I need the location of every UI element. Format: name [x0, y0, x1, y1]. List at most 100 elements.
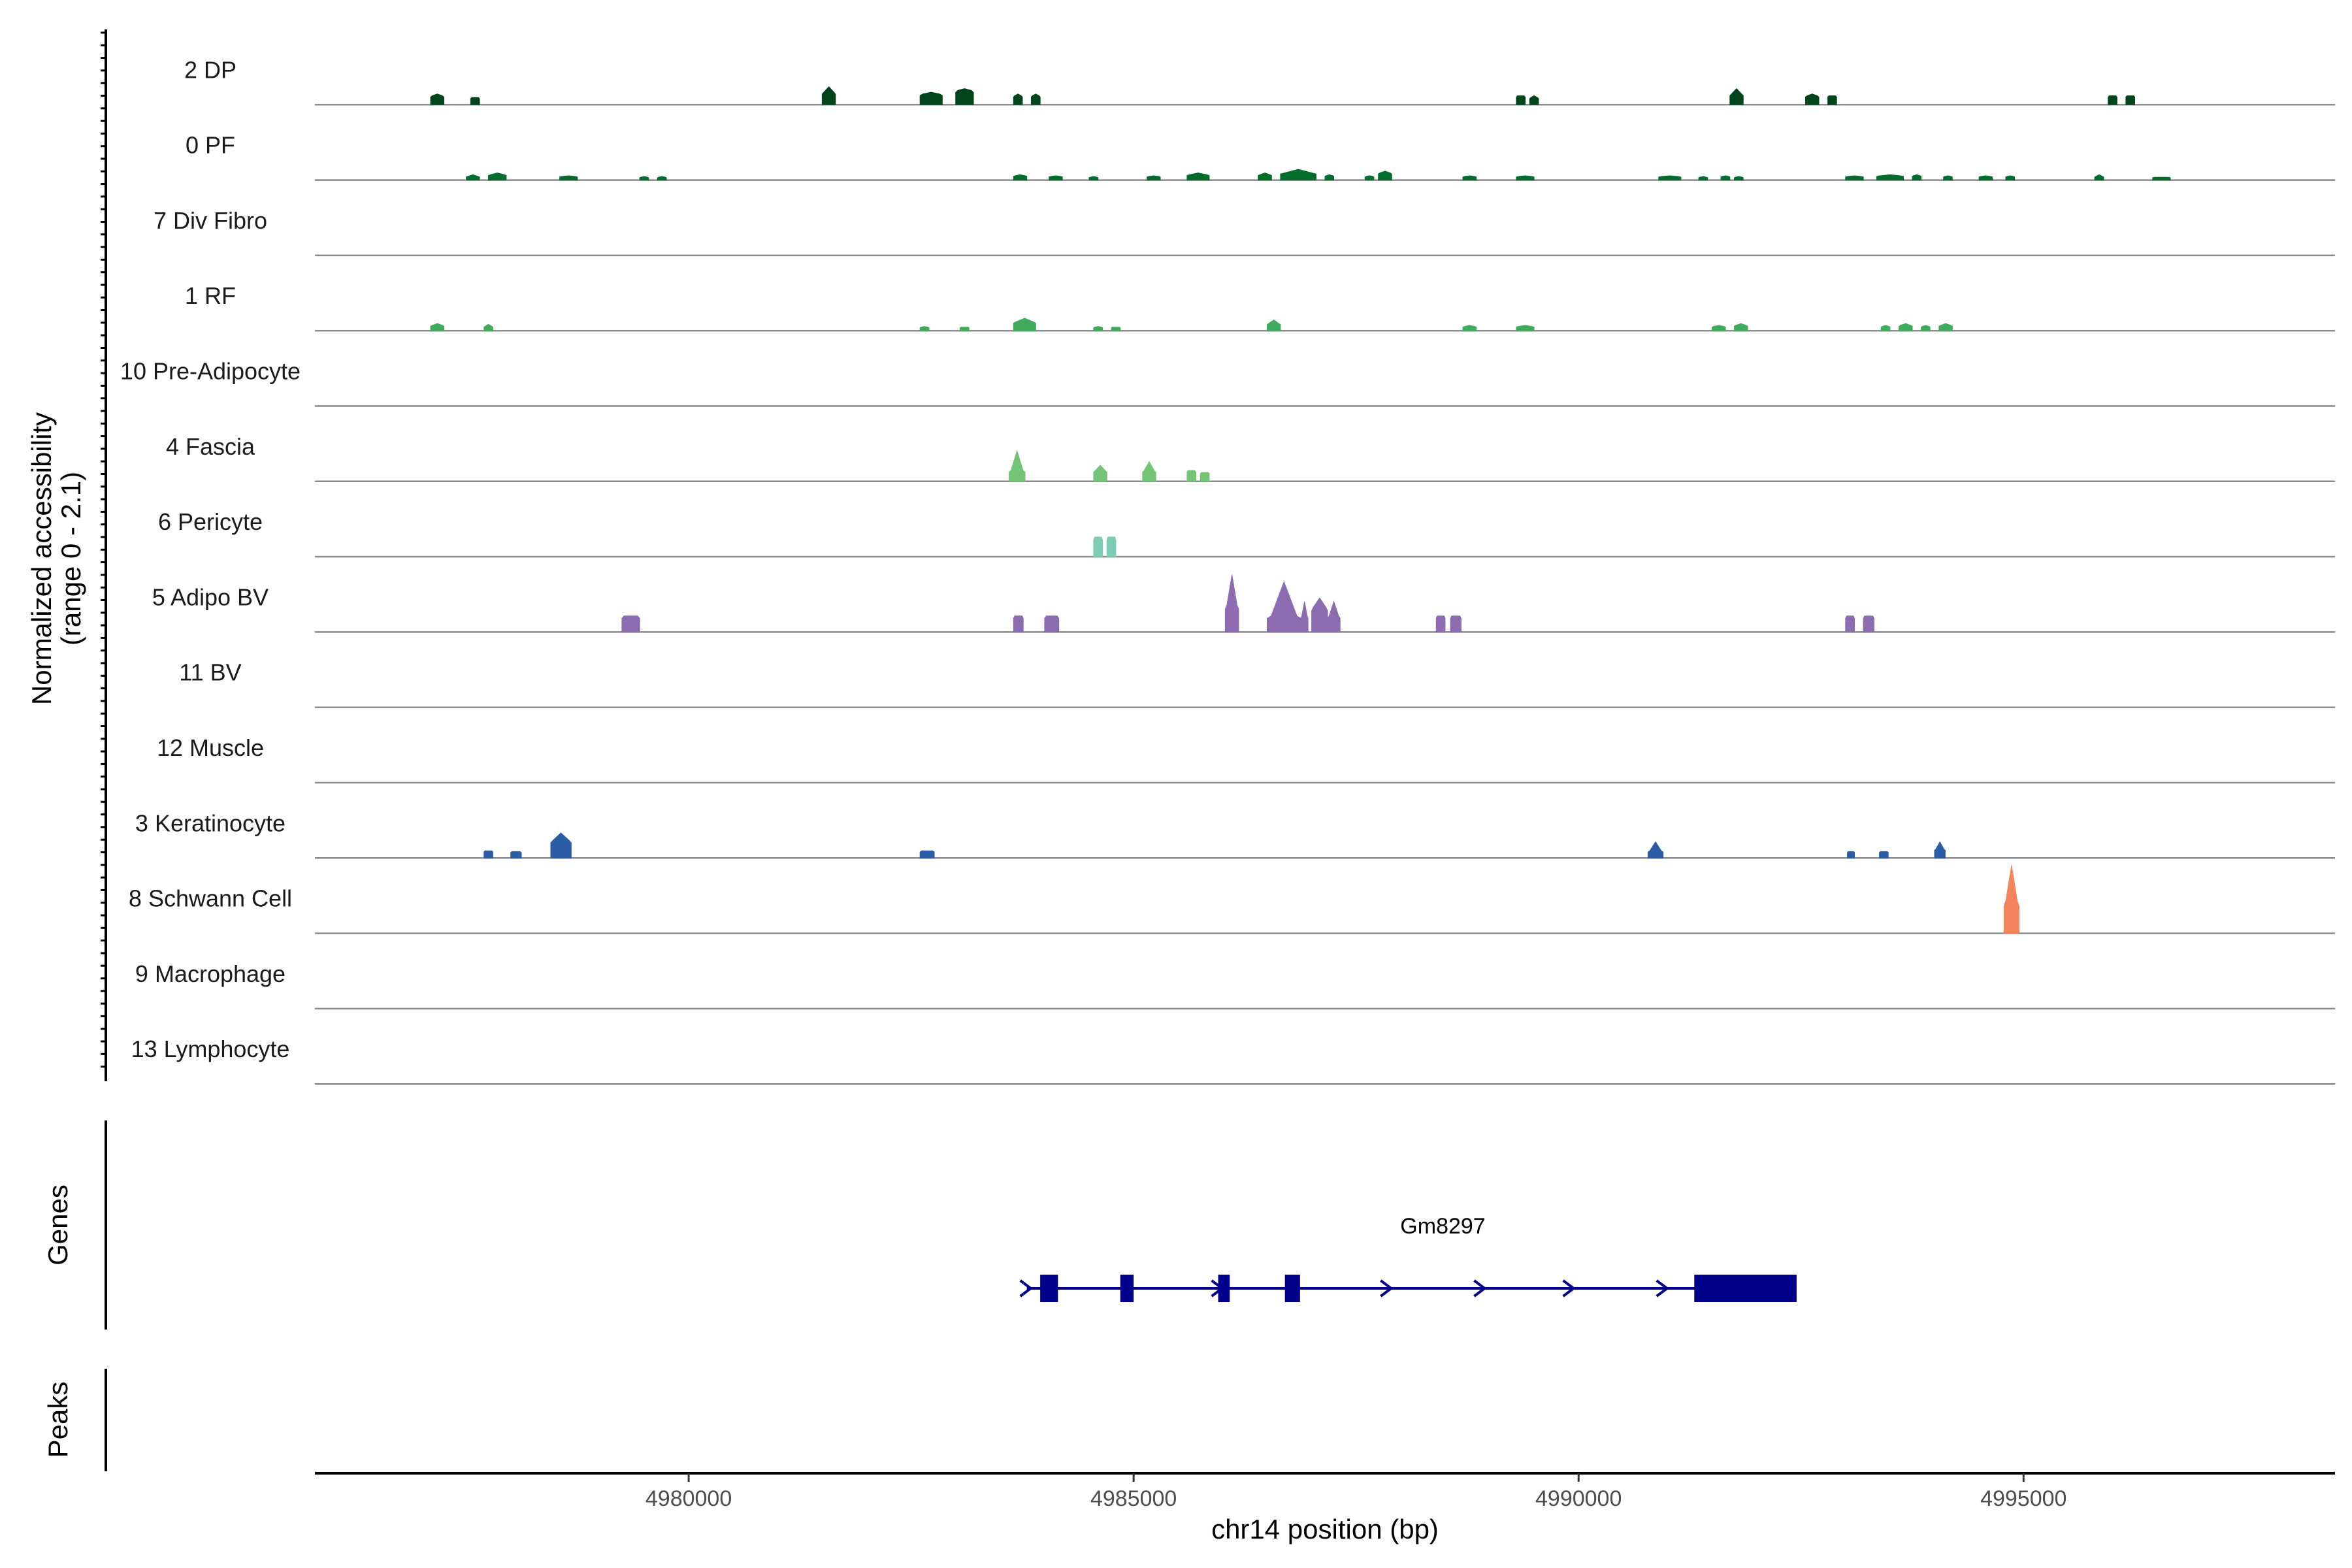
coverage-peak	[1013, 318, 1036, 331]
coverage-peak	[483, 850, 493, 858]
coverage-peak	[1845, 615, 1855, 632]
track-label: 0 PF	[186, 132, 235, 159]
coverage-peak	[1658, 175, 1682, 181]
x-tick-label: 4995000	[1980, 1486, 2066, 1511]
coverage-peak	[1734, 176, 1744, 181]
coverage-peak	[2125, 95, 2135, 105]
coverage-peak	[639, 176, 649, 181]
coverage-peak	[1093, 465, 1107, 482]
coverage-peak	[1805, 93, 1820, 105]
coverage-peak	[1863, 615, 1874, 632]
coverage-peak	[1720, 175, 1731, 181]
coverage-peak	[470, 97, 480, 105]
coverage-peak	[1516, 325, 1535, 331]
coverage-peak	[1734, 323, 1748, 331]
coverage-peak	[919, 850, 935, 858]
coverage-peak	[1943, 175, 1953, 181]
coverage-peak	[1324, 174, 1335, 181]
coverage-peak	[510, 851, 522, 858]
track-11: 3 Keratinocyte	[135, 809, 2335, 859]
coverage-peak	[960, 327, 970, 331]
coverage-peak	[1088, 176, 1099, 181]
track-label: 13 Lymphocyte	[131, 1036, 290, 1062]
coverage-peak	[1450, 615, 1462, 632]
peaks-panel-label: Peaks	[42, 1382, 73, 1458]
coverage-peak	[657, 176, 667, 181]
coverage-tracks: 2 DP 0 PF 7 Div Fibro 1 RF 10 Pre-Adipocyte 4…	[120, 56, 2335, 1085]
strand-arrow	[1473, 1279, 1487, 1298]
track-6: 4 Fascia	[166, 433, 2335, 483]
track-10: 12 Muscle	[157, 734, 2335, 784]
coverage-peak	[1267, 581, 1301, 632]
strand-arrow	[1019, 1279, 1034, 1298]
x-tick-label: 4985000	[1090, 1486, 1177, 1511]
coverage-peak	[1093, 536, 1103, 557]
coverage-peak	[919, 91, 943, 105]
coverage-peak	[466, 174, 480, 181]
coverage-peak	[1008, 449, 1026, 482]
track-13: 9 Macrophage	[135, 960, 2335, 1010]
coverage-peak	[1142, 461, 1156, 482]
genes-panel-label: Genes	[42, 1184, 73, 1266]
coverage-peak	[1111, 327, 1121, 331]
coverage-peak	[1845, 175, 1864, 181]
coverage-peak	[1938, 323, 1953, 331]
track-label: 12 Muscle	[157, 734, 264, 761]
coverage-peak	[1106, 536, 1117, 557]
coverage-peak	[1311, 597, 1328, 632]
coverage-peak	[621, 615, 640, 632]
coverage-peak	[2094, 174, 2104, 181]
track-2: 0 PF	[186, 132, 2335, 181]
strand-arrow	[1656, 1279, 1669, 1298]
coverage-peak	[1435, 615, 1446, 632]
coverage-peak	[1899, 323, 1913, 331]
coverage-peak	[1462, 325, 1477, 331]
strand-arrow	[1211, 1279, 1224, 1298]
track-label: 6 Pericyte	[158, 508, 263, 535]
x-axis-ticks: 4980000 4985000 4990000 4995000	[645, 1473, 2066, 1511]
track-3: 7 Div Fibro	[154, 207, 2335, 257]
track-12: 8 Schwann Cell	[129, 865, 2335, 934]
x-tick-label: 4990000	[1535, 1486, 1622, 1511]
coverage-peak	[1280, 169, 1316, 181]
coverage-peak	[1698, 176, 1708, 181]
track-label: 2 DP	[184, 56, 237, 83]
track-label: 10 Pre-Adipocyte	[120, 358, 301, 385]
track-label: 4 Fascia	[166, 433, 255, 460]
coverage-peak	[483, 323, 493, 331]
coverage-peak	[1516, 175, 1535, 181]
coverage-peak	[1876, 174, 1904, 181]
coverage-peak	[430, 323, 444, 331]
coverage-peak	[430, 93, 444, 105]
track-label: 11 BV	[179, 659, 241, 686]
track-label: 9 Macrophage	[135, 960, 286, 987]
strand-arrow	[1380, 1279, 1394, 1298]
gene-exon	[1120, 1275, 1134, 1302]
coverage-peak	[1729, 88, 1744, 105]
track-5: 10 Pre-Adipocyte	[120, 358, 2335, 407]
coverage-peak	[1186, 172, 1210, 181]
coverage-peak	[2152, 176, 2171, 181]
track-4: 1 RF	[185, 282, 2335, 332]
track-label: 8 Schwann Cell	[129, 885, 292, 912]
coverage-peak	[1712, 325, 1726, 331]
coverage-peak	[1378, 171, 1392, 181]
coverage-peak	[1462, 175, 1477, 181]
coverage-peak	[1049, 175, 1063, 181]
coverage-peak	[2003, 865, 2019, 934]
track-7: 6 Pericyte	[158, 508, 2335, 558]
coverage-peak	[1978, 175, 1993, 181]
coverage-peak	[1258, 172, 1272, 181]
y-axis-title-line2: (range 0 - 2.1)	[56, 472, 86, 645]
gene-name-label: Gm8297	[1400, 1214, 1485, 1239]
coverage-peak	[1847, 851, 1855, 858]
coverage-peak	[821, 86, 836, 105]
coverage-peak	[488, 172, 507, 181]
coverage-peak	[2108, 95, 2117, 105]
coverage-peak	[1044, 615, 1060, 632]
strand-arrow	[1562, 1279, 1576, 1298]
track-1: 2 DP	[184, 56, 2335, 106]
coverage-peak	[1934, 841, 1946, 858]
coverage-peak	[1200, 472, 1210, 482]
x-tick-label: 4980000	[645, 1486, 732, 1511]
